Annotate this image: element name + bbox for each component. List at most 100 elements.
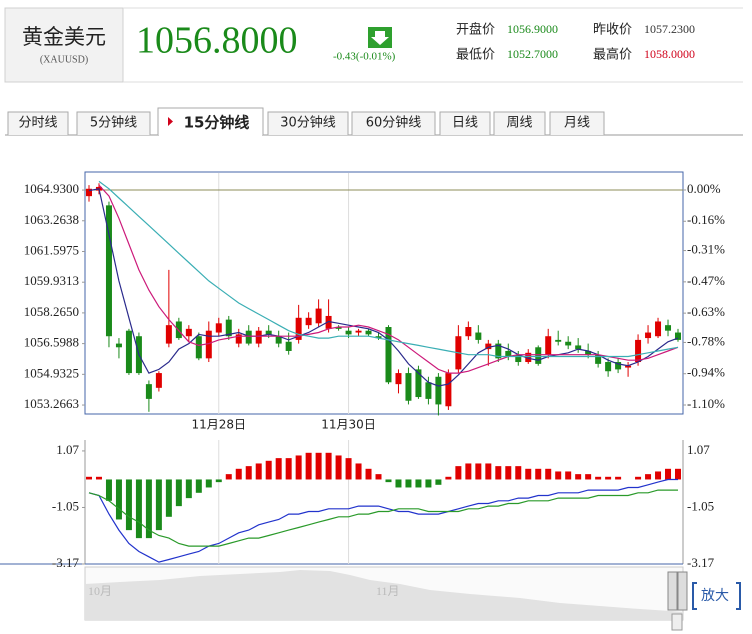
y-tick-label: 1064.9300	[24, 181, 79, 196]
zoom-button[interactable]: 放大	[692, 582, 741, 610]
candle-body	[225, 319, 232, 337]
candle-body	[355, 330, 362, 333]
macd-bar	[565, 471, 572, 480]
macd-bar	[375, 474, 382, 480]
candle-body	[555, 339, 562, 342]
tab-shape[interactable]	[351, 111, 436, 135]
tab[interactable]: 日线	[439, 111, 491, 135]
tab[interactable]: 月线	[549, 111, 605, 135]
candle-body	[495, 343, 502, 359]
zoom-label[interactable]: 放大	[701, 588, 729, 604]
tab-label[interactable]: 30分钟线	[280, 115, 336, 131]
tab[interactable]: 周线	[493, 111, 546, 135]
navigator-handle[interactable]	[667, 571, 688, 631]
y2-tick-label: -0.31%	[687, 242, 725, 257]
tab-label[interactable]: 月线	[564, 116, 590, 131]
macd-bar	[165, 479, 172, 517]
tab-label[interactable]: 日线	[452, 116, 478, 131]
candle-body	[465, 327, 472, 337]
y-tick-label: 1054.9325	[24, 365, 79, 380]
candle-body	[575, 345, 582, 350]
candle-body	[115, 343, 122, 348]
y-tick-label: -1.05	[52, 498, 79, 513]
tab-label[interactable]: 分时线	[18, 116, 57, 131]
candle-body	[86, 188, 92, 197]
candle-body	[565, 341, 572, 346]
macd-bar	[335, 455, 342, 480]
candle-body	[645, 332, 652, 339]
macd-bar	[475, 463, 482, 480]
macd-bar	[485, 463, 492, 480]
candle-body	[635, 339, 642, 363]
symbol-name: 黄金美元	[22, 25, 106, 49]
tab-shape[interactable]	[549, 111, 605, 135]
macd-bar	[515, 466, 522, 480]
macd-bar	[575, 474, 582, 480]
candle-body	[295, 317, 302, 340]
candle-body	[265, 330, 272, 335]
y2-tick-label: -3.17	[687, 555, 715, 570]
macd-bar	[495, 466, 502, 480]
candle-body	[145, 384, 152, 399]
price-plot: 11月28日 11月30日 1064.9300 1063.2638 1061.5975 1…	[24, 173, 725, 432]
y2-tick-label: -0.94%	[687, 365, 725, 380]
macd-bar	[425, 479, 432, 488]
macd-bar	[385, 479, 392, 483]
macd-bar	[535, 468, 542, 480]
tab[interactable]: 分时线	[7, 111, 69, 135]
candle-body	[515, 354, 522, 363]
tab[interactable]: 30分钟线	[267, 111, 349, 135]
tab-label[interactable]: 周线	[506, 116, 532, 131]
tabs: 分时线 5分钟线 15分钟线 30分钟线 60分钟线 日线 周线 月线	[7, 107, 605, 136]
tab-shape[interactable]	[76, 111, 151, 135]
macd-bar	[325, 452, 332, 480]
tab-shape[interactable]	[157, 107, 264, 135]
candle-body	[305, 317, 312, 326]
macd-bar	[205, 479, 212, 488]
candle-body	[585, 350, 592, 355]
stat-value: 1052.7000	[507, 47, 558, 61]
candle-body	[485, 343, 492, 350]
tab-label[interactable]: 15分钟线	[184, 114, 250, 132]
indicator-line	[88, 478, 678, 563]
macd-bar	[115, 479, 122, 520]
candle-body	[385, 327, 392, 383]
navigator-label: 11月	[376, 584, 400, 598]
candle-body	[535, 347, 542, 364]
macd-bar	[395, 479, 402, 488]
y-tick-label: 1063.2638	[24, 212, 79, 227]
stat-label: 开盘价	[456, 22, 495, 38]
macd-bar	[545, 468, 552, 480]
macd-bar	[555, 471, 562, 480]
candle-body	[395, 373, 402, 385]
macd-bar	[465, 463, 472, 480]
tab-label[interactable]: 60分钟线	[366, 115, 422, 131]
candle-body	[165, 325, 172, 344]
y2-tick-label: 0.00%	[687, 181, 721, 196]
tab-shape[interactable]	[7, 111, 69, 135]
macd-bar	[86, 476, 92, 480]
candle-body	[345, 330, 352, 335]
macd-bar	[195, 479, 202, 493]
candle-body	[435, 376, 442, 405]
symbol-box	[4, 7, 124, 83]
tab-shape[interactable]	[439, 111, 491, 135]
macd-bar	[275, 458, 282, 480]
stat-value: 1057.2300	[644, 22, 695, 36]
macd-bar	[655, 471, 662, 480]
macd-bar	[215, 479, 222, 483]
macd-bar	[305, 452, 312, 480]
tab[interactable]: 60分钟线	[351, 111, 436, 135]
navigator-label: 10月	[88, 584, 112, 598]
candle-body	[365, 330, 372, 335]
macd-bar	[265, 460, 272, 480]
macd-bar	[95, 476, 102, 480]
tab-shape[interactable]	[267, 111, 349, 135]
tab-label[interactable]: 5分钟线	[90, 115, 137, 131]
candle-body	[105, 205, 112, 337]
tab-shape[interactable]	[493, 111, 546, 135]
tab[interactable]: 5分钟线	[76, 111, 151, 135]
candle-body	[665, 325, 672, 331]
tab[interactable]: 15分钟线	[157, 107, 264, 136]
